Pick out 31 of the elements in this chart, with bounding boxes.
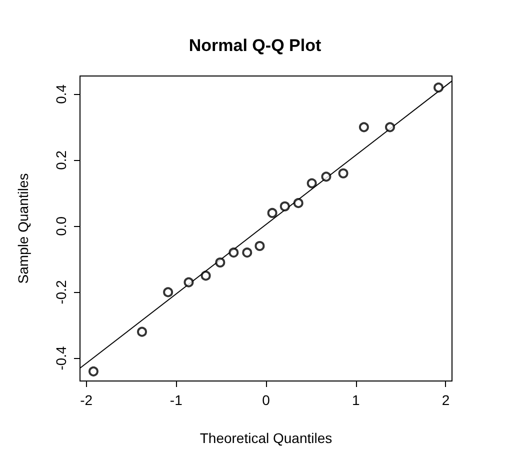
y-axis-title: Sample Quantiles	[15, 173, 31, 284]
point	[88, 366, 98, 376]
point	[293, 198, 304, 208]
point	[338, 168, 348, 178]
y-tick-label: 0.4	[53, 84, 69, 104]
point	[228, 248, 239, 258]
y-tick-label: -0.4	[53, 346, 69, 370]
point	[200, 270, 211, 281]
point	[184, 277, 194, 288]
point	[254, 240, 265, 251]
x-tick-label: -2	[80, 392, 93, 408]
y-tick-label: 0.2	[53, 150, 69, 170]
y-tick-label: 0.0	[53, 216, 69, 236]
chart-title: Normal Q-Q Plot	[188, 36, 322, 55]
point	[358, 122, 369, 132]
point	[242, 248, 252, 258]
point	[280, 201, 290, 212]
point	[215, 258, 226, 268]
x-axis-title: Theoretical Quantiles	[200, 430, 332, 446]
point	[321, 172, 332, 182]
point	[385, 122, 395, 132]
point	[137, 326, 147, 337]
x-tick-label: 2	[442, 392, 450, 408]
x-tick-label: 1	[352, 392, 360, 408]
point	[163, 287, 174, 298]
point	[306, 178, 317, 188]
point	[434, 82, 444, 93]
x-tick-label: -1	[170, 392, 183, 408]
point	[267, 208, 278, 218]
x-tick-label: 0	[262, 392, 270, 408]
y-tick-label: -0.2	[53, 280, 69, 304]
